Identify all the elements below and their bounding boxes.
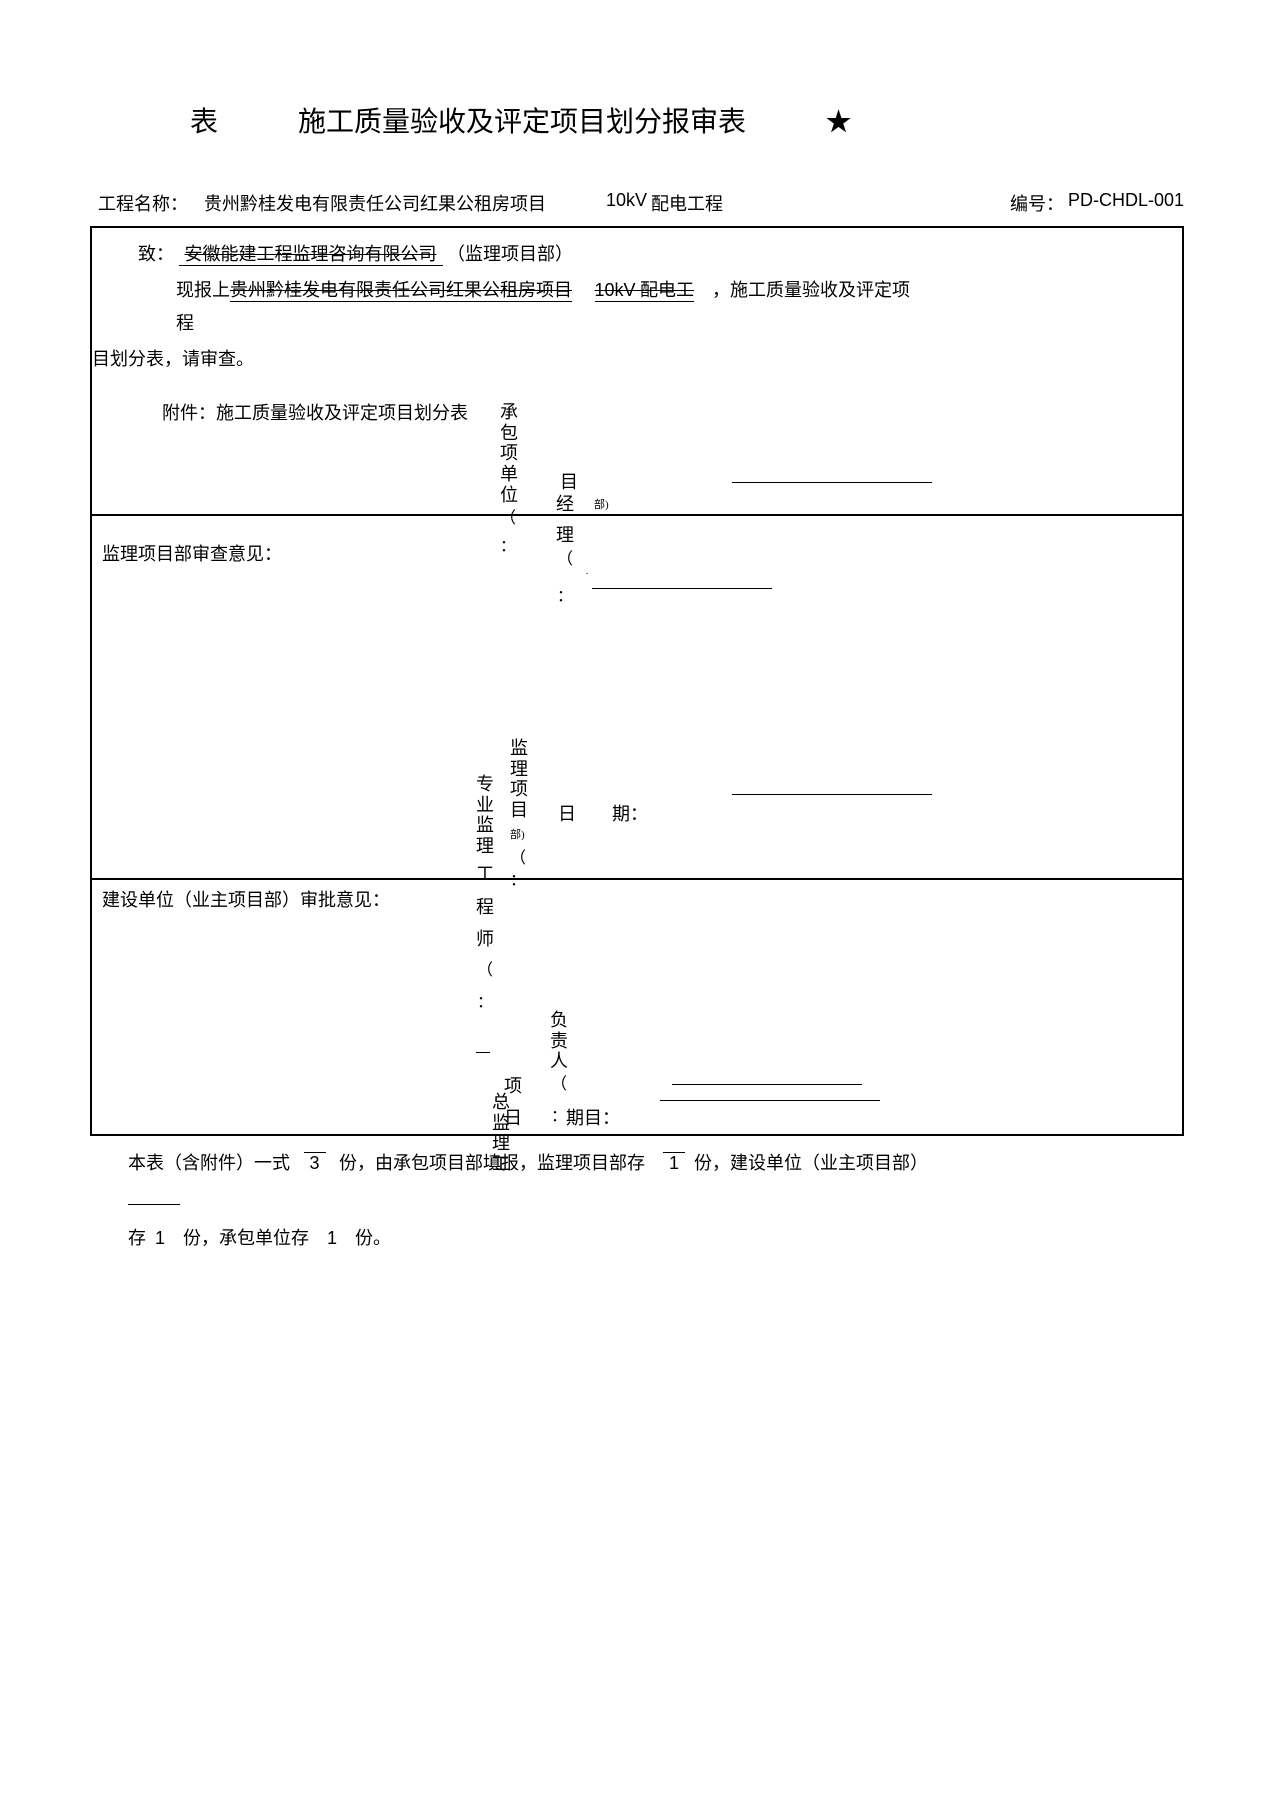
footer-blank-1	[128, 1204, 180, 1205]
report-eng-spec: 10kV	[595, 280, 636, 300]
copies-4: 1	[327, 1228, 337, 1248]
sig-line-4	[672, 1084, 862, 1085]
attach-line: 附件：施工质量验收及评定项目划分表	[116, 399, 1158, 425]
cheng-word: 程	[116, 306, 1158, 340]
report-suffix: ，施工质量验收及评定项	[712, 280, 910, 300]
gongchengshi-vtext: 工程师（：	[476, 864, 494, 1013]
small-tag-1: 部)	[594, 496, 609, 512]
eng-spec: 10kV	[606, 190, 647, 216]
f1a: 本表（含附件）一式	[128, 1153, 290, 1173]
f1c: 份，建设单位（业主项目部）	[694, 1153, 928, 1173]
ri-label-2: 日	[558, 800, 576, 826]
report-line: 现报上贵州黔桂发电有限责任公司红果公租房项目 10kV 配电工 ，施工质量验收及…	[116, 274, 1158, 306]
supervisor-opinion-label: 监理项目部审查意见：	[102, 540, 282, 566]
to-label: 致：	[138, 244, 174, 264]
footer-line-2: 存 1 份，承包单位存 1 份。	[128, 1180, 1184, 1259]
project-name-label: 工程名称：	[98, 190, 188, 216]
qimu-label: 期目：	[566, 1104, 620, 1130]
owner-opinion-label: 建设单位（业主项目部）审批意见：	[102, 886, 390, 912]
small-underline	[476, 1052, 490, 1053]
title-main: 施工质量验收及评定项目划分报审表	[298, 100, 746, 140]
to-suffix: （监理项目部）	[447, 244, 573, 264]
copies-1: 3	[304, 1152, 326, 1173]
sig-line-1	[732, 482, 932, 483]
section-supervisor: 监理项目部审查意见： （： 经理（： . 专业监理 监理项目 部) （ ： 日 …	[92, 516, 1182, 880]
qi-label-2: 期：	[612, 800, 648, 826]
project-name-value: 贵州黔桂发电有限责任公司红果公租房项目	[204, 190, 546, 216]
to-line: 致： 安徽能建工程监理咨询有限公司 （监理项目部）	[116, 240, 1158, 266]
f2c: 份。	[355, 1228, 391, 1248]
ri-char: 日	[504, 1104, 522, 1130]
footer-line-1: 本表（含附件）一式 3 份，由承包项目部填报，监理项目部存 1 份，建设单位（业…	[128, 1144, 1184, 1184]
report-eng: 配电工	[640, 280, 694, 300]
copies-3: 1	[155, 1228, 165, 1248]
jingli-vtext: 经理（：	[556, 494, 574, 606]
doc-no-label: 编号：	[1010, 190, 1064, 216]
footer-note: 本表（含附件）一式 3 份，由承包项目部填报，监理项目部存 1 份，建设单位（业…	[90, 1144, 1184, 1259]
paren-colon-1: （：	[500, 510, 516, 557]
title-table-word: 表	[190, 100, 218, 140]
contractor-unit-vtext: 承包项单位	[500, 402, 518, 505]
title-star-icon: ★	[826, 105, 851, 139]
small-tag-2: 部)	[510, 826, 525, 842]
xiang-char: 项	[504, 1072, 522, 1098]
section-owner: 建设单位（业主项目部）审批意见： 工程师（： 项 日 期目：	[92, 880, 1182, 1134]
zhuanye-vtext: 专业监理	[476, 774, 494, 857]
paren-2: （	[510, 844, 526, 868]
header-info-row: 工程名称： 贵州黔桂发电有限责任公司红果公租房项目 10kV 配电工程 编号： …	[90, 190, 1184, 220]
report-pre: 现报上	[176, 280, 230, 300]
mu-char: 目	[560, 468, 578, 494]
form-container: 致： 安徽能建工程监理咨询有限公司 （监理项目部） 现报上贵州黔桂发电有限责任公…	[90, 226, 1184, 1136]
f2a: 存	[128, 1228, 146, 1248]
doc-no-value: PD-CHDL-001	[1068, 190, 1184, 216]
f2b: 份，承包单位存	[183, 1228, 309, 1248]
eng-suffix: 配电工程	[651, 190, 723, 216]
report-proj: 贵州黔桂发电有限责任公司红果公租房项目	[230, 280, 572, 302]
f1b: 份，由承包项目部填报，监理项目部存	[339, 1153, 645, 1173]
div-line: 目划分表，请审查。	[92, 345, 1158, 371]
small-dot: .	[586, 566, 588, 576]
section-contractor: 致： 安徽能建工程监理咨询有限公司 （监理项目部） 现报上贵州黔桂发电有限责任公…	[92, 228, 1182, 516]
to-company: 安徽能建工程监理咨询有限公司	[179, 244, 443, 266]
page-title-row: 表 施工质量验收及评定项目划分报审表 ★	[90, 100, 1184, 140]
copies-2: 1	[663, 1152, 685, 1173]
sig-line-3	[732, 794, 932, 795]
sig-line-2	[592, 588, 772, 589]
jianli-xiangmu-vtext: 监理项目	[510, 738, 528, 821]
